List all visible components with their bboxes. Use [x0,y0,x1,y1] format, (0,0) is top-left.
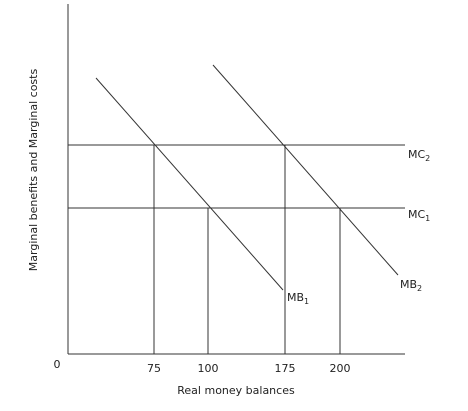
curve-label: MB2 [400,278,422,293]
curve-name: MB [400,278,417,291]
origin-label: 0 [54,358,61,371]
x-tick-label: 200 [330,362,351,375]
curve-subscript: 1 [425,214,430,223]
x-tick-label: 100 [198,362,219,375]
x-axis-title: Real money balances [177,384,295,397]
mb1-line [95,77,284,291]
mb2-line [212,64,399,276]
curve-subscript: 2 [417,284,422,293]
curve-subscript: 1 [304,297,309,306]
curve-name: MC [408,208,425,221]
x-tick-label: 75 [147,362,161,375]
y-axis-title: Marginal benefits and Marginal costs [27,69,40,272]
curve-name: MC [408,148,425,161]
curve-subscript: 2 [425,154,430,163]
curve-label: MC1 [408,208,430,223]
x-tick-label: 175 [275,362,296,375]
curve-label: MC2 [408,148,430,163]
curve-label: MB1 [287,291,309,306]
curve-name: MB [287,291,304,304]
